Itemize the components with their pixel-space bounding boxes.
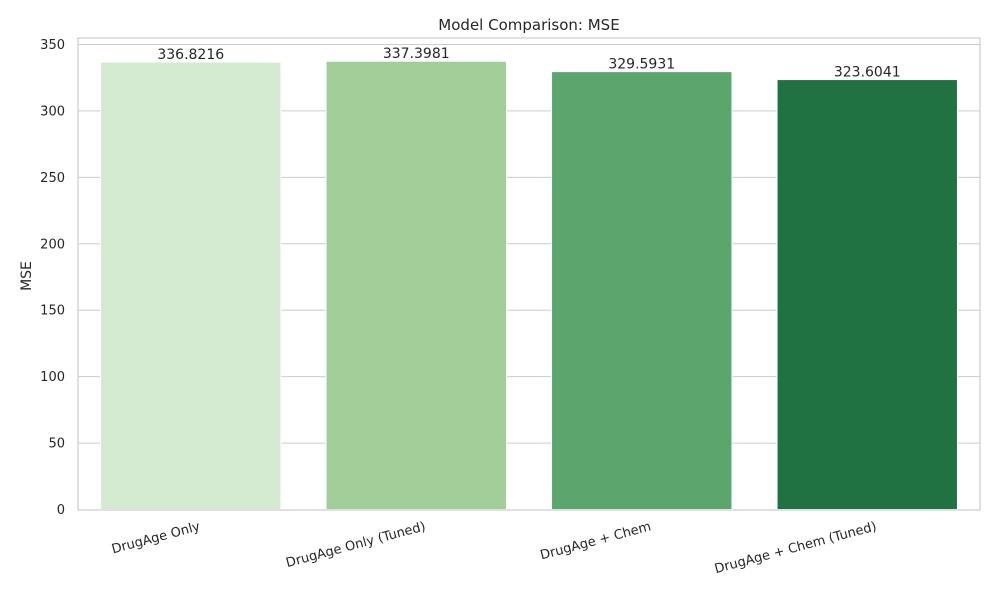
x-tick-label: DrugAge Only: [110, 519, 202, 557]
bar: [776, 79, 958, 510]
y-tick-label: 350: [40, 38, 65, 53]
y-tick-labels: 0 50 100 150 200 250 300 350: [40, 38, 65, 518]
bar-data-labels: 336.8216 337.3981 329.5931 323.6041: [157, 46, 900, 80]
bars: [100, 60, 958, 510]
bar-value-label: 329.5931: [608, 57, 675, 73]
plot-frame: [77, 37, 981, 511]
bar: [100, 61, 282, 510]
y-tick-label: 0: [57, 503, 65, 518]
y-tick-label: 250: [40, 171, 65, 186]
y-tick-label: 150: [40, 304, 65, 319]
bar-value-label: 336.8216: [157, 47, 224, 63]
bar-value-label: 337.3981: [383, 46, 450, 62]
x-tick-labels: DrugAge Only DrugAge Only (Tuned) DrugAge …: [110, 519, 878, 577]
y-tick-label: 100: [40, 370, 65, 385]
y-axis-label: MSE: [19, 261, 35, 291]
bar-value-label: 323.6041: [834, 65, 901, 81]
y-tick-label: 50: [48, 437, 65, 452]
x-tick-label: DrugAge + Chem (Tuned): [713, 519, 878, 577]
y-tick-label: 300: [40, 104, 65, 119]
y-tick-label: 200: [40, 237, 65, 252]
chart-title: Model Comparison: MSE: [438, 16, 619, 34]
bar: [325, 60, 507, 510]
bar: [551, 71, 733, 510]
x-tick-label: DrugAge Only (Tuned): [284, 519, 427, 571]
x-tick-label: DrugAge + Chem: [539, 519, 653, 563]
